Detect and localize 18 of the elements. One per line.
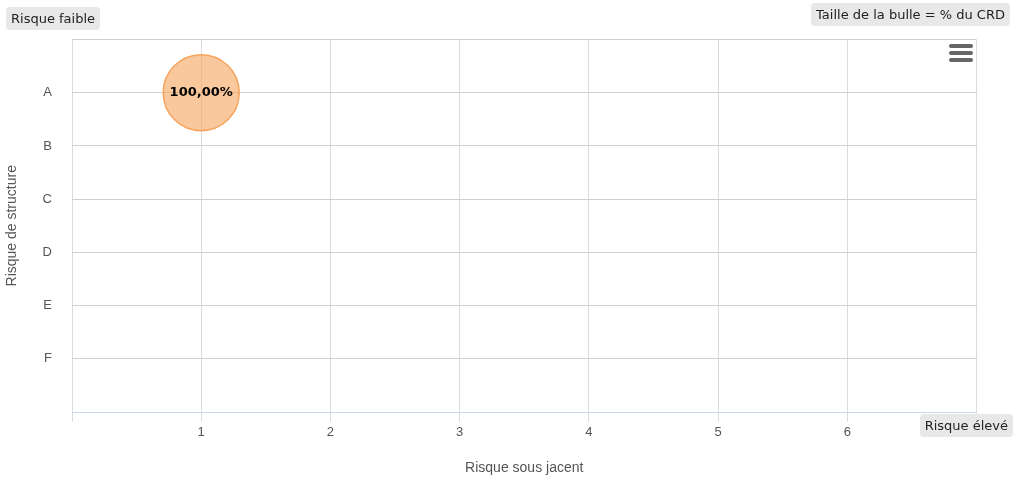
y-tick-label: C [42,190,52,206]
x-tick-label: 4 [585,424,593,440]
text: Taille de la bulle = % du CRD [811,3,1010,26]
x-tick-label: 6 [843,424,851,440]
y-tick-label: E [43,297,53,313]
data-label: 100,00% [169,84,233,100]
text: Risque faible [6,7,101,30]
x-tick-label: 3 [456,424,464,440]
y-tick-label: B [43,137,52,153]
x-axis-title: Risque sous jacent [465,459,584,476]
y-tick-label: D [42,243,52,259]
y-axis-title: Risque de structure [3,164,20,287]
x-tick-label: 5 [714,424,722,440]
y-tick-label: F [44,350,53,366]
x-tick-label: 2 [326,424,335,440]
text: Risque élevé [919,414,1013,437]
y-tick-label: A [43,84,53,100]
x-tick-label: 1 [197,424,205,440]
